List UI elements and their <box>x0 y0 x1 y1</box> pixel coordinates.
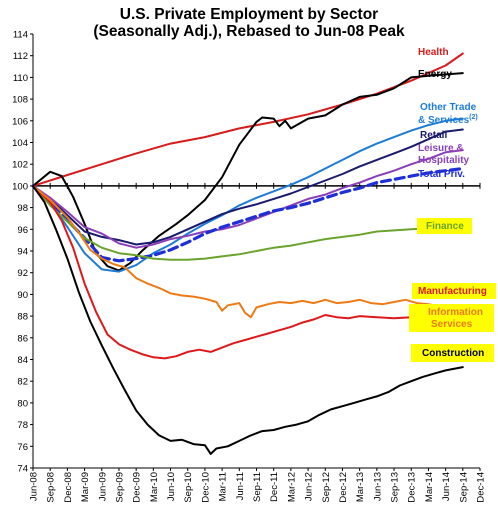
y-tick-label: 110 <box>13 73 28 84</box>
x-tick-label: Sep-11 <box>252 472 263 502</box>
x-tick-label: Dec-14 <box>476 472 487 503</box>
series-label: Services <box>431 319 473 330</box>
y-tick-label: 114 <box>13 30 28 41</box>
label-highlight-box <box>409 304 494 332</box>
x-tick-label: Dec-09 <box>132 472 143 503</box>
series-information-services <box>32 184 464 319</box>
series-label: Finance <box>426 221 464 232</box>
y-tick-label: 78 <box>17 420 28 431</box>
x-tick-label: Dec-11 <box>269 472 280 502</box>
y-tick-label: 82 <box>17 377 28 388</box>
series-label: Retail <box>420 130 447 141</box>
y-tick-label: 80 <box>17 398 28 409</box>
chart-title: U.S. Private Employment by Sector <box>119 6 379 23</box>
superscript-note: (2) <box>469 114 478 121</box>
y-tick-label: 102 <box>12 160 28 171</box>
y-tick-label: 92 <box>17 268 28 279</box>
x-tick-label: Mar-09 <box>80 472 91 502</box>
x-tick-label: Mar-11 <box>218 472 229 501</box>
series-label: Information <box>428 307 483 318</box>
x-tick-label: Jun-14 <box>441 472 452 501</box>
x-tick-label: Dec-08 <box>63 472 74 503</box>
label-highlight-box <box>412 283 496 299</box>
y-tick-label: 88 <box>17 312 28 323</box>
x-tick-label: Mar-10 <box>149 472 160 502</box>
series-label: Construction <box>422 348 484 359</box>
series-health <box>32 52 464 187</box>
label-highlight-box <box>417 218 472 234</box>
series-label: & Services(2) <box>418 114 478 126</box>
x-tick-label: Sep-12 <box>321 472 332 503</box>
series-label: Energy <box>418 69 452 80</box>
y-tick-label: 98 <box>17 203 28 214</box>
x-tick-label: Jun-12 <box>304 472 315 501</box>
x-tick-label: Mar-13 <box>355 472 366 502</box>
series-energy <box>32 72 464 272</box>
y-tick-label: 84 <box>17 355 28 366</box>
series-label: Hospitality <box>418 155 470 166</box>
y-tick-label: 94 <box>17 247 28 258</box>
x-tick-label: Jun-08 <box>29 472 40 501</box>
x-tick-label: Dec-13 <box>407 472 418 503</box>
y-tick-label: 106 <box>12 116 28 127</box>
x-tick-label: Dec-12 <box>338 472 349 503</box>
label-highlight-box <box>411 344 494 362</box>
series-finance <box>32 184 464 261</box>
y-tick-label: 108 <box>12 95 28 106</box>
x-tick-label: Jun-13 <box>372 472 383 501</box>
y-tick-label: 90 <box>17 290 28 301</box>
series-manufacturing <box>32 184 464 360</box>
series-label: Leisure & <box>418 143 464 154</box>
x-tick-label: Jun-11 <box>235 472 246 500</box>
x-tick-label: Sep-10 <box>183 472 194 503</box>
series-other-trade-services <box>32 117 464 273</box>
y-tick-label: 96 <box>17 225 28 236</box>
y-tick-label: 74 <box>17 464 28 475</box>
y-tick-label: 86 <box>17 333 28 344</box>
x-tick-label: Sep-08 <box>46 472 57 503</box>
x-tick-label: Dec-10 <box>200 472 211 503</box>
series-label: Other Trade <box>420 102 477 113</box>
series-leisure-hospitality <box>32 149 464 249</box>
x-tick-label: Mar-14 <box>424 472 435 502</box>
series-label: Manufacturing <box>418 286 487 297</box>
y-tick-label: 104 <box>12 138 28 149</box>
chart-subtitle: (Seasonally Adj.), Rebased to Jun-08 Pea… <box>93 23 405 40</box>
series-label: Total Priv. <box>418 169 465 180</box>
y-tick-label: 100 <box>12 181 28 192</box>
x-tick-label: Sep-09 <box>114 472 125 503</box>
x-tick-label: Mar-12 <box>286 472 297 502</box>
series-construction <box>32 184 464 455</box>
x-tick-label: Jun-09 <box>97 472 108 501</box>
x-tick-label: Sep-14 <box>458 472 469 503</box>
series-total-priv- <box>31 166 465 263</box>
x-tick-label: Jun-10 <box>166 472 177 501</box>
y-tick-label: 112 <box>13 51 28 62</box>
y-tick-label: 76 <box>17 442 28 453</box>
series-retail <box>32 128 464 246</box>
x-tick-label: Sep-13 <box>390 472 401 503</box>
series-label: Health <box>418 47 449 58</box>
